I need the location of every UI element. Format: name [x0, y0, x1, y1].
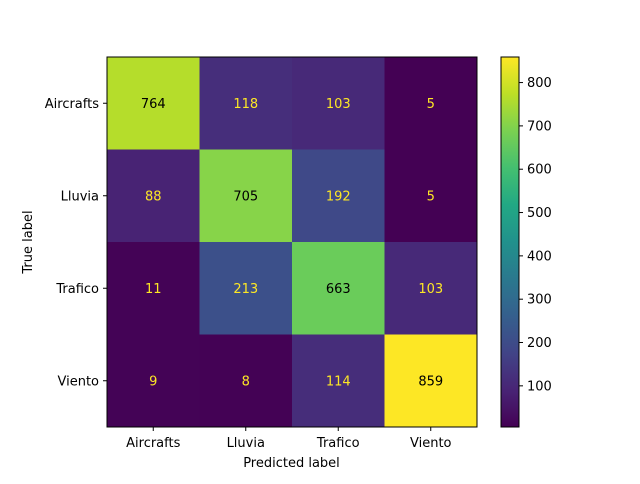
cell-value-label: 764 [141, 97, 166, 112]
heatmap-cell [384, 149, 478, 243]
heatmap-cell [199, 334, 293, 428]
heatmap-cell [199, 149, 293, 243]
y-tick-label: Aircrafts [45, 97, 99, 112]
x-axis-label: Predicted label [243, 456, 340, 471]
cell-value-label: 5 [427, 189, 435, 204]
colorbar: 100 200 300 400 500 600 700 800 [500, 56, 552, 428]
colorbar-tick-label: 700 [527, 119, 552, 134]
heatmap-cell [292, 149, 385, 243]
colorbar-tick-label: 500 [527, 206, 552, 221]
heatmap-cell [199, 57, 293, 150]
colorbar-tick-label: 200 [527, 336, 552, 351]
heatmap-cell [199, 242, 293, 335]
cell-value-label: 114 [326, 374, 351, 389]
y-tick-label: Trafico [55, 282, 99, 297]
cell-value-label: 859 [418, 374, 443, 389]
x-tick-label: Aircrafts [126, 436, 180, 451]
heatmap-cell [384, 334, 478, 428]
cell-value-label: 213 [233, 282, 258, 297]
colorbar-tick-label: 600 [527, 163, 552, 178]
cell-value-label: 118 [233, 97, 258, 112]
x-tick-label: Viento [410, 436, 452, 451]
cell-value-label: 5 [427, 97, 435, 112]
cell-value-label: 8 [242, 374, 250, 389]
colorbar-tick-label: 300 [527, 293, 552, 308]
heatmap-cell [292, 57, 385, 150]
colorbar-gradient [500, 56, 520, 428]
heatmap-cell [107, 57, 200, 150]
heatmap-cell [384, 242, 478, 335]
cell-value-label: 11 [145, 282, 162, 297]
cell-value-label: 103 [326, 97, 351, 112]
heatmap-cell [292, 334, 385, 428]
colorbar-tick-label: 800 [527, 76, 552, 91]
x-tick-label: Lluvia [227, 436, 265, 451]
heatmap-cell [107, 149, 200, 243]
x-tick-label: Trafico [316, 436, 360, 451]
cell-value-label: 9 [149, 374, 157, 389]
cell-value-label: 663 [326, 282, 351, 297]
cell-value-label: 88 [145, 189, 162, 204]
colorbar-tick-label: 100 [527, 379, 552, 394]
heatmap-plot-area: 764 118 103 5 88 705 192 5 11 213 663 103 9 8 114 859 [106, 56, 478, 428]
y-axis: Aircrafts Lluvia Trafico Viento [45, 97, 107, 389]
y-tick-label: Lluvia [61, 189, 99, 204]
heatmap-cell [292, 242, 385, 335]
y-tick-label: Viento [57, 374, 99, 389]
heatmap-cell [107, 242, 200, 335]
cell-value-label: 705 [233, 189, 258, 204]
cell-value-label: 192 [326, 189, 351, 204]
colorbar-tick-label: 400 [527, 249, 552, 264]
heatmap-cell [107, 334, 200, 428]
heatmap-cell [384, 57, 478, 150]
y-axis-label: True label [21, 210, 36, 274]
cell-value-label: 103 [418, 282, 443, 297]
plot-frame [106, 56, 478, 428]
x-axis: Aircrafts Lluvia Trafico Viento [126, 427, 452, 451]
